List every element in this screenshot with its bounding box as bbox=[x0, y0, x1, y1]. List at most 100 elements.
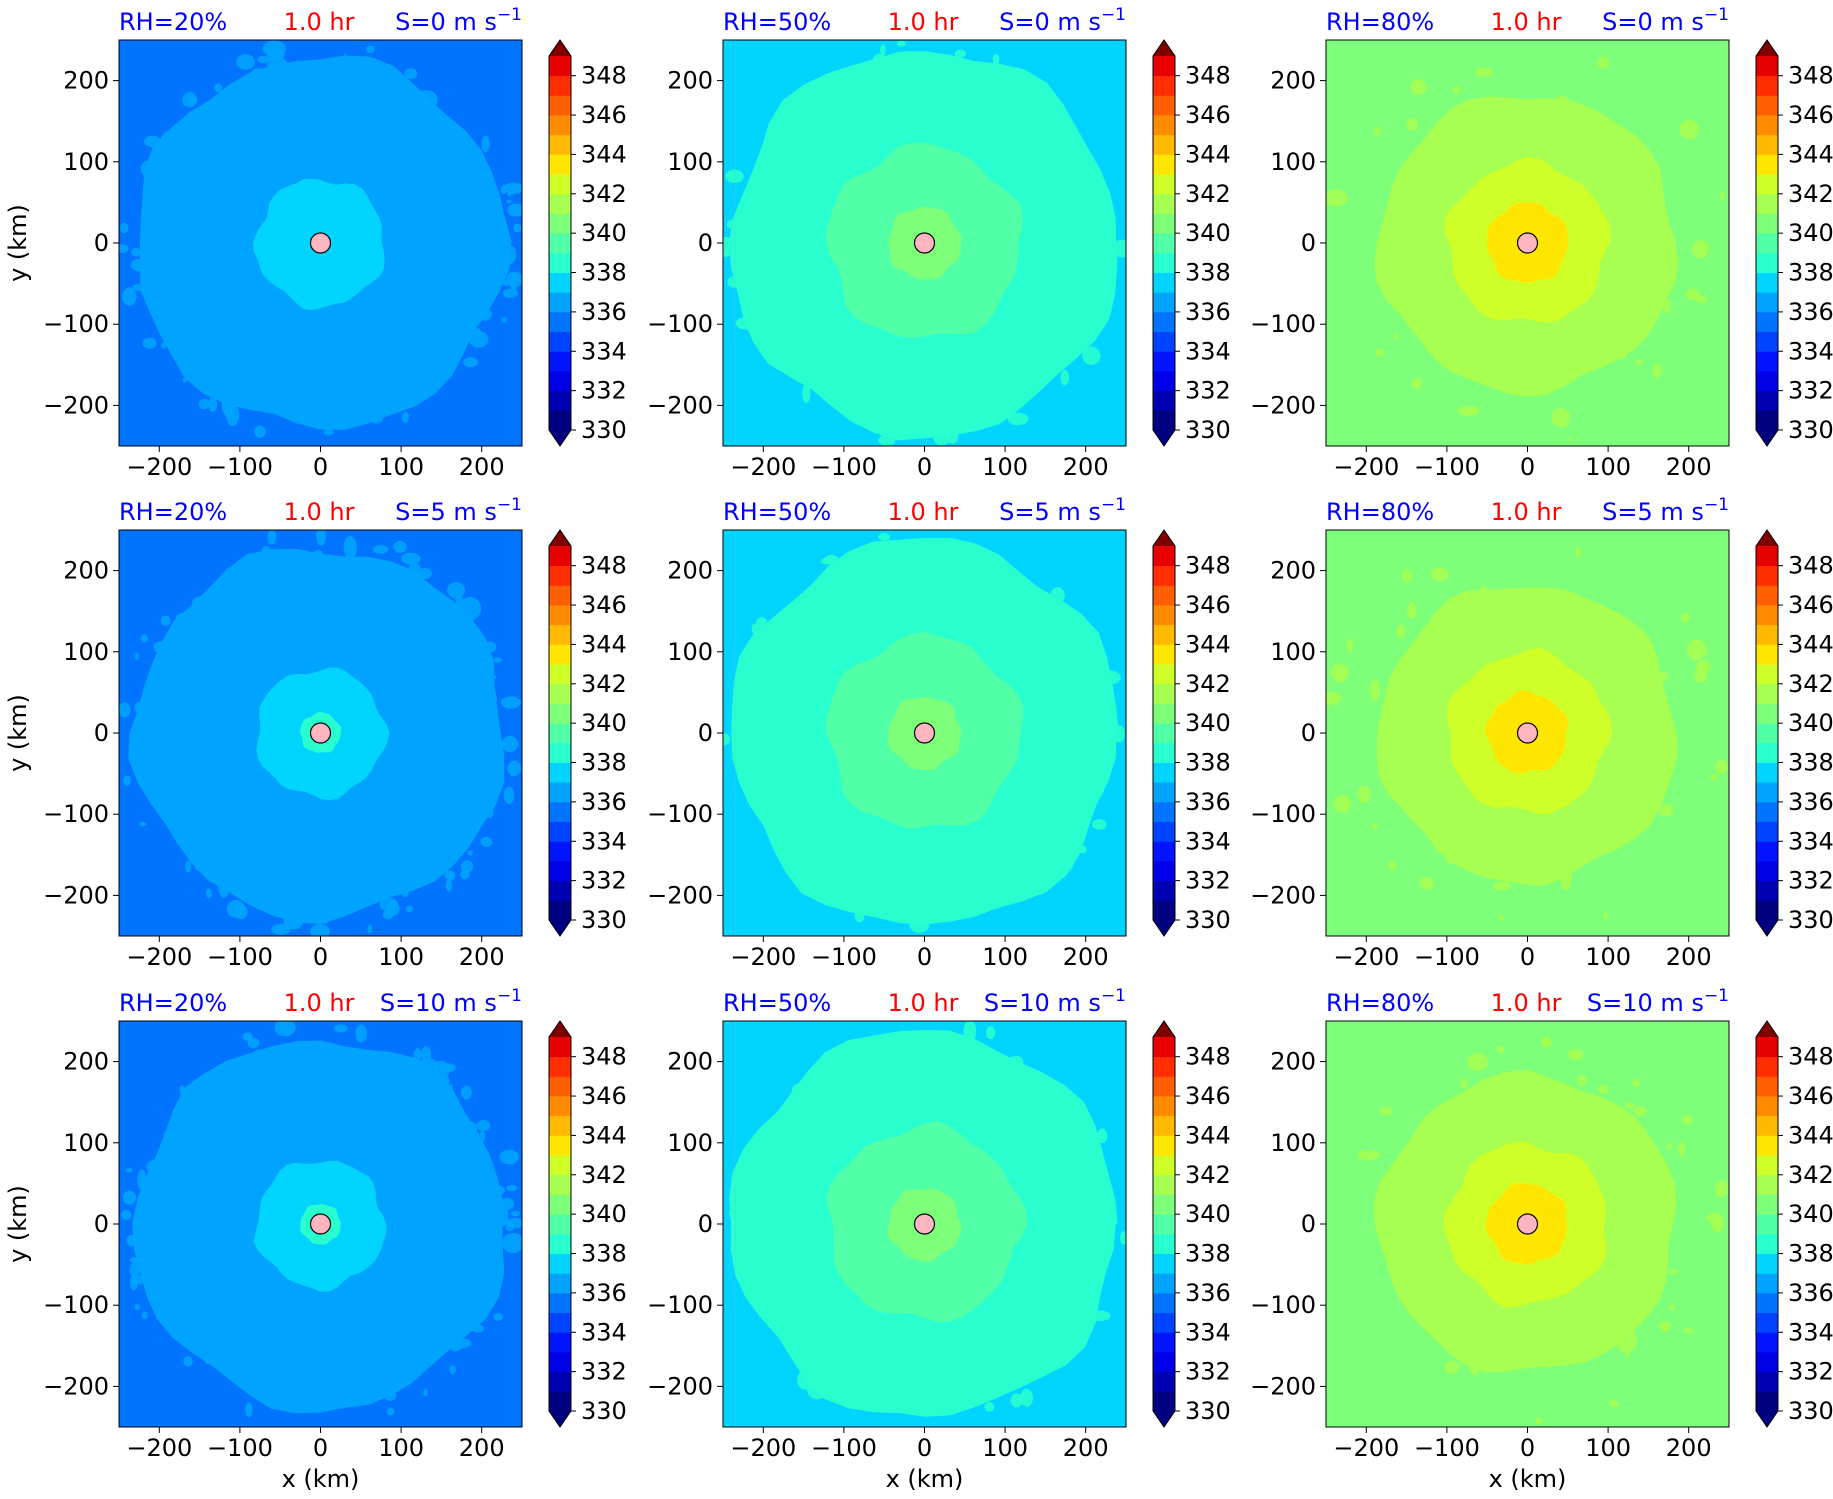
colorbar-bin bbox=[1153, 1174, 1175, 1195]
contour-fill bbox=[500, 696, 521, 709]
colorbar-tick-label: 330 bbox=[1185, 906, 1231, 934]
contour-fill bbox=[1633, 1106, 1647, 1117]
colorbar-tick-label: 334 bbox=[1788, 827, 1833, 855]
colorbar-tick-label: 344 bbox=[1788, 1121, 1833, 1149]
x-axis-label: x (km) bbox=[1489, 1465, 1567, 1493]
colorbar-bin bbox=[1153, 1096, 1175, 1117]
colorbar-tick-label: 330 bbox=[581, 906, 627, 934]
colorbar-bin bbox=[1153, 75, 1175, 96]
colorbar-extend-min bbox=[1756, 920, 1778, 936]
y-tick-label: −100 bbox=[43, 800, 109, 828]
colorbar-tick-label: 342 bbox=[1788, 1161, 1833, 1189]
colorbar-bin bbox=[549, 1253, 571, 1274]
colorbar-bin bbox=[1153, 546, 1175, 567]
contour-fill bbox=[1419, 876, 1434, 891]
contour-fill bbox=[310, 924, 330, 936]
colorbar-bin bbox=[549, 703, 571, 724]
rh-label: RH=50% bbox=[723, 498, 831, 526]
y-tick-label: 100 bbox=[667, 1129, 713, 1157]
contour-fill bbox=[247, 1037, 260, 1049]
shear-label: S=5 m s−1 bbox=[1602, 495, 1729, 526]
contour-fill bbox=[506, 199, 512, 204]
y-tick-label: 200 bbox=[1270, 1048, 1316, 1076]
colorbar-bin bbox=[1153, 134, 1175, 155]
colorbar-bin bbox=[1756, 624, 1778, 645]
contour-fill bbox=[257, 55, 269, 64]
y-tick-label: 200 bbox=[667, 67, 713, 95]
colorbar-bin bbox=[549, 193, 571, 214]
contour-fill bbox=[445, 878, 453, 892]
colorbar-tick-label: 340 bbox=[581, 1200, 627, 1228]
colorbar-extend-max bbox=[1153, 530, 1175, 546]
colorbar-tick-label: 336 bbox=[1788, 1279, 1833, 1307]
contour-fill bbox=[1007, 412, 1029, 426]
x-tick-label: 100 bbox=[1585, 453, 1631, 481]
x-tick-label: −100 bbox=[207, 453, 273, 481]
x-tick-label: −200 bbox=[126, 453, 192, 481]
colorbar-bin bbox=[1756, 1096, 1778, 1117]
y-tick-label: 100 bbox=[63, 148, 109, 176]
colorbar-bin bbox=[1756, 1351, 1778, 1373]
contour-fill bbox=[1457, 405, 1480, 417]
colorbar-bin bbox=[549, 1115, 571, 1136]
contour-fill bbox=[954, 49, 967, 58]
y-tick-label: −200 bbox=[1250, 391, 1316, 419]
contour-fill bbox=[1658, 804, 1674, 817]
rh-label: RH=20% bbox=[119, 498, 227, 526]
contour-fill bbox=[198, 398, 210, 410]
contour-fill bbox=[393, 540, 407, 554]
colorbar-tick-label: 332 bbox=[581, 867, 627, 895]
colorbar-bin bbox=[1153, 1273, 1175, 1294]
panel-7: −200 −100 0 100 200 −200 −100 0 100 200 y (km) x (k… bbox=[4, 986, 627, 1493]
x-tick-label: 0 bbox=[313, 453, 328, 481]
contour-fill bbox=[206, 888, 212, 899]
colorbar-bin bbox=[1153, 1135, 1175, 1156]
colorbar-tick-label: 332 bbox=[1788, 1358, 1833, 1386]
shear-exponent: −1 bbox=[497, 495, 522, 515]
colorbar-bin bbox=[1153, 565, 1175, 586]
colorbar-bin bbox=[549, 742, 571, 763]
contour-fill bbox=[142, 337, 157, 349]
contour-fill bbox=[1710, 1216, 1725, 1232]
colorbar-bin bbox=[1756, 174, 1778, 195]
colorbar-tick-label: 336 bbox=[1788, 298, 1833, 326]
contour-fill bbox=[1498, 914, 1505, 921]
colorbar-bin bbox=[1153, 1332, 1175, 1353]
colorbar-extend-min bbox=[1756, 1411, 1778, 1427]
contour-fill bbox=[406, 905, 413, 913]
colorbar-tick-label: 344 bbox=[581, 140, 627, 168]
contour-fill bbox=[1375, 348, 1385, 357]
time-label: 1.0 hr bbox=[284, 498, 355, 526]
contour-fill bbox=[401, 411, 409, 423]
contour-fill bbox=[505, 1217, 522, 1229]
colorbar-bin bbox=[1153, 703, 1175, 724]
contour-fill bbox=[1541, 1036, 1552, 1048]
colorbar-bin bbox=[1756, 880, 1778, 901]
colorbar-bin bbox=[1153, 860, 1175, 882]
y-tick-label: −100 bbox=[43, 1291, 109, 1319]
colorbar-bin bbox=[1756, 213, 1778, 234]
contour-fill bbox=[1632, 1078, 1640, 1087]
y-tick-label: −100 bbox=[1250, 800, 1316, 828]
colorbar-bin bbox=[1756, 1214, 1778, 1235]
x-tick-label: −200 bbox=[730, 1434, 796, 1462]
contour-fill bbox=[129, 1261, 140, 1279]
colorbar-bin bbox=[1756, 1194, 1778, 1215]
colorbar-tick-label: 332 bbox=[1788, 377, 1833, 405]
colorbar-tick-label: 344 bbox=[1185, 630, 1231, 658]
colorbar-tick-label: 332 bbox=[1185, 377, 1231, 405]
contour-fill bbox=[366, 45, 375, 54]
time-label: 1.0 hr bbox=[1491, 498, 1562, 526]
y-tick-label: 0 bbox=[1301, 229, 1316, 257]
colorbar-tick-label: 330 bbox=[1185, 416, 1231, 444]
colorbar-extend-min bbox=[549, 920, 571, 936]
colorbar-bin bbox=[1153, 213, 1175, 234]
y-tick-label: 100 bbox=[667, 638, 713, 666]
colorbar-bin bbox=[549, 1155, 571, 1176]
contour-fill bbox=[449, 1365, 456, 1375]
colorbar-tick-label: 344 bbox=[1788, 630, 1833, 658]
contour-fill bbox=[401, 552, 421, 565]
contour-fill bbox=[1575, 546, 1581, 557]
y-tick-label: −200 bbox=[1250, 1372, 1316, 1400]
y-tick-label: −200 bbox=[43, 881, 109, 909]
